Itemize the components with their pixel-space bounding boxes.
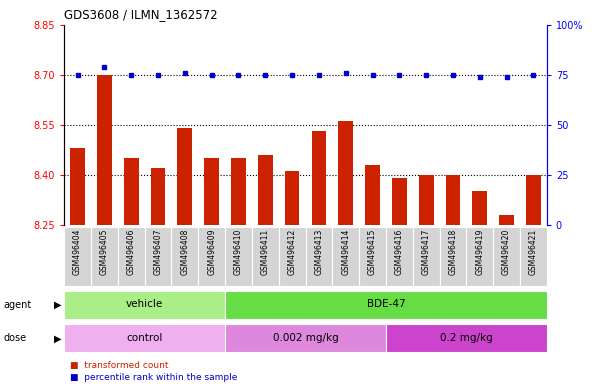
Text: BDE-47: BDE-47 <box>367 299 405 309</box>
Text: GSM496411: GSM496411 <box>261 228 270 275</box>
Bar <box>306 227 332 286</box>
Bar <box>124 158 139 225</box>
Bar <box>386 324 547 353</box>
Bar <box>419 175 434 225</box>
Bar <box>386 227 413 286</box>
Text: GSM496420: GSM496420 <box>502 228 511 275</box>
Text: GSM496408: GSM496408 <box>180 228 189 275</box>
Bar <box>151 168 166 225</box>
Bar <box>312 131 326 225</box>
Text: GSM496418: GSM496418 <box>448 228 458 275</box>
Text: GSM496414: GSM496414 <box>341 228 350 275</box>
Bar <box>279 227 306 286</box>
Bar <box>285 171 299 225</box>
Bar <box>70 148 85 225</box>
Text: control: control <box>126 333 163 343</box>
Text: GSM496405: GSM496405 <box>100 228 109 275</box>
Text: vehicle: vehicle <box>126 299 163 309</box>
Bar <box>439 227 466 286</box>
Bar <box>64 227 91 286</box>
Bar <box>466 227 493 286</box>
Text: GSM496415: GSM496415 <box>368 228 377 275</box>
Text: GSM496410: GSM496410 <box>234 228 243 275</box>
Bar <box>472 191 487 225</box>
Bar <box>204 158 219 225</box>
Text: GSM496421: GSM496421 <box>529 228 538 275</box>
Bar <box>392 178 407 225</box>
Bar <box>332 227 359 286</box>
Bar <box>258 155 273 225</box>
Text: GSM496412: GSM496412 <box>288 228 296 275</box>
Bar <box>526 175 541 225</box>
Text: GSM496419: GSM496419 <box>475 228 485 275</box>
Bar <box>177 128 192 225</box>
Bar <box>493 227 520 286</box>
Text: ■  transformed count: ■ transformed count <box>70 361 169 370</box>
Bar <box>225 227 252 286</box>
Bar <box>91 227 118 286</box>
Bar <box>445 175 460 225</box>
Bar <box>97 75 112 225</box>
Text: GSM496406: GSM496406 <box>126 228 136 275</box>
Bar <box>118 227 145 286</box>
Text: dose: dose <box>3 333 26 343</box>
Text: GSM496407: GSM496407 <box>153 228 163 275</box>
Bar <box>338 121 353 225</box>
Text: GDS3608 / ILMN_1362572: GDS3608 / ILMN_1362572 <box>64 8 218 21</box>
Bar <box>359 227 386 286</box>
Text: agent: agent <box>3 300 31 310</box>
Bar <box>225 291 547 319</box>
Text: 0.002 mg/kg: 0.002 mg/kg <box>273 333 338 343</box>
Bar <box>64 291 225 319</box>
Text: GSM496417: GSM496417 <box>422 228 431 275</box>
Text: 0.2 mg/kg: 0.2 mg/kg <box>440 333 493 343</box>
Bar <box>365 165 380 225</box>
Bar <box>145 227 172 286</box>
Text: ▶: ▶ <box>54 333 61 343</box>
Bar <box>172 227 198 286</box>
Text: ▶: ▶ <box>54 300 61 310</box>
Bar <box>413 227 439 286</box>
Bar <box>499 215 514 225</box>
Bar <box>252 227 279 286</box>
Text: GSM496404: GSM496404 <box>73 228 82 275</box>
Bar <box>64 324 225 353</box>
Text: ■  percentile rank within the sample: ■ percentile rank within the sample <box>70 372 238 382</box>
Bar <box>231 158 246 225</box>
Text: GSM496413: GSM496413 <box>315 228 323 275</box>
Text: GSM496416: GSM496416 <box>395 228 404 275</box>
Bar <box>520 227 547 286</box>
Text: GSM496409: GSM496409 <box>207 228 216 275</box>
Bar <box>198 227 225 286</box>
Bar <box>225 324 386 353</box>
